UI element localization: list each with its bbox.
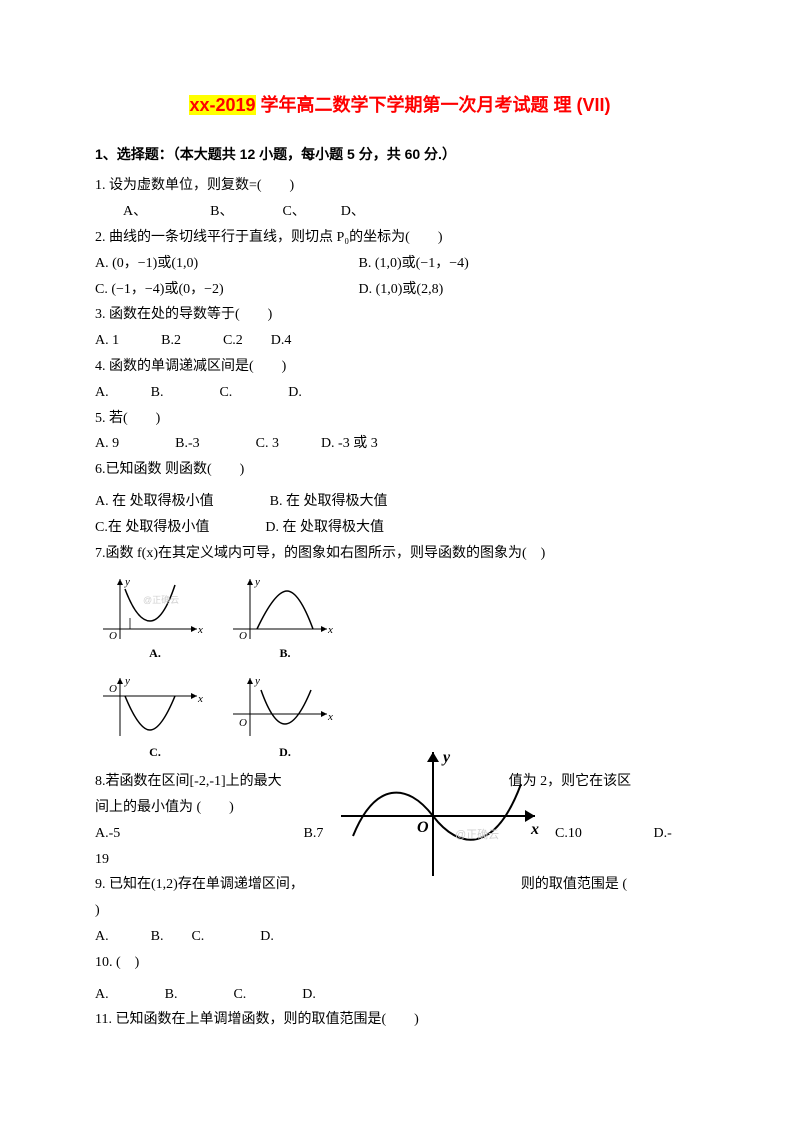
q7-label-c: C. (95, 742, 215, 762)
q6-line1: A. 在 处取得极小值 B. 在 处取得极大值 (95, 490, 705, 514)
q10-stem: 10. ( ) (95, 951, 705, 975)
svg-text:y: y (441, 749, 451, 766)
page-title: xx-2019 学年高二数学下学期第一次月考试题 理 (VII) (95, 90, 705, 121)
q4-stem: 4. 函数的单调递减区间是( ) (95, 355, 705, 379)
graph-d-svg: O x y (225, 672, 335, 744)
svg-text:x: x (197, 693, 203, 705)
q7-graph-b: O x y B. (225, 573, 345, 663)
q7-label-a: A. (95, 643, 215, 663)
q8-a: A.-5 (95, 822, 300, 846)
q7-graphs-row1: O x y @正确云 A. O x y B. (95, 573, 705, 663)
q5-choices: A. 9 B.-3 C. 3 D. -3 或 3 (95, 432, 705, 456)
q9-p1: 9. 已知在(1,2)存在单调递增区间， (95, 877, 304, 892)
svg-text:x: x (327, 711, 333, 723)
q4-choices: A. B. C. D. (95, 381, 705, 405)
svg-text:O: O (417, 819, 429, 836)
q11-stem: 11. 已知函数在上单调增函数，则的取值范围是( ) (95, 1008, 705, 1032)
q7-graph-d: O x y D. (225, 672, 345, 762)
q8-d: D.- (654, 822, 672, 846)
graph-b-svg: O x y (225, 573, 335, 645)
q2-b: B. (1,0)或(−1，−4) (359, 252, 469, 276)
svg-text:O: O (239, 630, 247, 642)
svg-text:O: O (109, 630, 117, 642)
q7-label-d: D. (225, 742, 345, 762)
q10-choices: A. B. C. D. (95, 983, 705, 1007)
svg-text:y: y (254, 576, 260, 588)
q7-graph-c: O x y C. (95, 672, 215, 762)
graph-a-svg: O x y @正确云 (95, 573, 205, 645)
q2-stem: 2. 曲线的一条切线平行于直线，则切点 P₀的坐标为( ) (95, 226, 705, 250)
q2-a: A. (0，−1)或(1,0) (95, 252, 355, 276)
q8-stem-p1: 8.若函数在区间[-2,-1]上的最大 (95, 774, 282, 789)
q8-c: C.10 (555, 822, 650, 846)
q7-stem: 7.函数 f(x)在其定义域内可导，的图象如右图所示，则导函数的图象为( ) (95, 542, 705, 566)
q1-choices: A、 B、 C、 D、 (95, 200, 705, 224)
section-1-header: 1、选择题：（本大题共 12 小题，每小题 5 分，共 60 分.） (95, 143, 705, 167)
svg-text:O: O (109, 683, 117, 695)
svg-text:x: x (197, 624, 203, 636)
svg-text:x: x (327, 624, 333, 636)
q2-row1: A. (0，−1)或(1,0) B. (1,0)或(−1，−4) (95, 252, 705, 276)
q2-row2: C. (−1，−4)或(0，−2) D. (1,0)或(2,8) (95, 278, 705, 302)
svg-text:y: y (124, 675, 130, 687)
watermark-a: @正确云 (143, 594, 179, 605)
q7-label-b: B. (225, 643, 345, 663)
q5-stem: 5. 若( ) (95, 407, 705, 431)
q8-graph-svg: O x y @正确云 (335, 744, 545, 884)
q3-stem: 3. 函数在处的导数等于( ) (95, 303, 705, 327)
q6-line2: C.在 处取得极小值 D. 在 处取得极大值 (95, 516, 705, 540)
svg-text:y: y (124, 576, 130, 588)
svg-text:x: x (530, 821, 539, 838)
title-highlight: xx-2019 (189, 95, 255, 115)
q8-block: O x y @正确云 8.若函数在区间[-2,-1]上的最大 值为 2，则它在该… (95, 770, 705, 871)
watermark-q8: @正确云 (455, 828, 499, 841)
graph-c-svg: O x y (95, 672, 205, 744)
svg-text:O: O (239, 717, 247, 729)
q8-graph: O x y @正确云 (335, 744, 545, 884)
q2-d: D. (1,0)或(2,8) (359, 278, 444, 302)
title-rest: 学年高二数学下学期第一次月考试题 理 (VII) (256, 95, 611, 115)
svg-text:y: y (254, 675, 260, 687)
q7-graph-a: O x y @正确云 A. (95, 573, 215, 663)
q9-choices: A. B. C. D. (95, 925, 705, 949)
q9-paren: ) (95, 899, 705, 923)
q6-stem: 6.已知函数 则函数( ) (95, 458, 705, 482)
q1-stem: 1. 设为虚数单位，则复数=( ) (95, 174, 705, 198)
q2-c: C. (−1，−4)或(0，−2) (95, 278, 355, 302)
q3-choices: A. 1 B.2 C.2 D.4 (95, 329, 705, 353)
